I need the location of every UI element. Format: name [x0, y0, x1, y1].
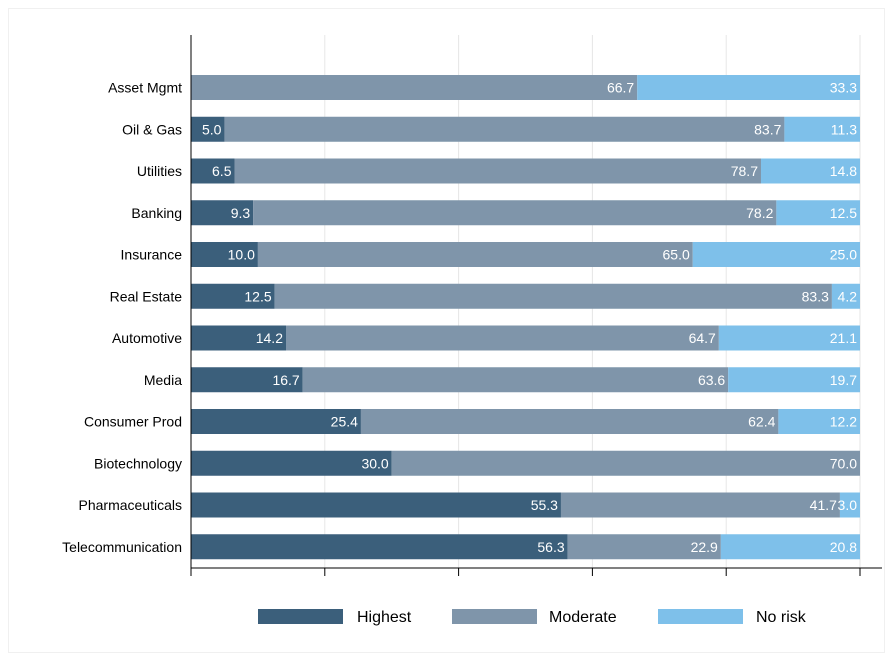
category-label: Consumer Prod [84, 414, 182, 430]
data-label: 55.3 [531, 497, 558, 513]
legend-swatch [452, 609, 537, 624]
bar-segment [285, 325, 719, 351]
data-label: 4.2 [838, 288, 858, 304]
data-label: 30.0 [361, 455, 388, 471]
chart-frame [8, 8, 885, 653]
data-label: 16.7 [272, 372, 299, 388]
data-label: 14.8 [830, 163, 857, 179]
bar-segment [718, 325, 860, 351]
bar-segment [360, 409, 779, 434]
data-label: 5.0 [202, 121, 222, 137]
bar-segment [637, 75, 860, 100]
data-label: 78.7 [731, 163, 758, 179]
bar-segment [391, 450, 860, 476]
bar-segment [191, 75, 638, 100]
bar-segment [567, 534, 721, 560]
category-label: Real Estate [110, 288, 183, 304]
data-label: 41.7 [810, 497, 837, 513]
bars [191, 75, 860, 560]
bar-segment [191, 158, 235, 184]
axes [190, 35, 882, 576]
bar-segment [720, 534, 860, 560]
category-label: Insurance [121, 247, 183, 263]
data-label: 12.2 [830, 414, 857, 430]
legend-swatch [258, 609, 343, 624]
data-label: 3.0 [838, 497, 858, 513]
data-label: 56.3 [537, 539, 564, 555]
data-label: 11.3 [831, 121, 857, 137]
bar-segment [302, 367, 729, 393]
data-label: 6.5 [212, 163, 232, 179]
data-label: 33.3 [830, 80, 857, 96]
data-label: 22.9 [691, 539, 718, 555]
data-label: 83.3 [802, 288, 829, 304]
category-label: Utilities [137, 163, 182, 179]
legend-label: Highest [357, 609, 412, 626]
data-label: 19.7 [830, 372, 857, 388]
data-label: 63.6 [698, 372, 725, 388]
data-label: 21.1 [830, 330, 857, 346]
bar-segment [234, 158, 761, 184]
data-label: 25.0 [830, 247, 857, 263]
data-label: 25.4 [331, 414, 358, 430]
bar-segment [274, 283, 832, 309]
data-label: 12.5 [244, 288, 271, 304]
legend-swatch [658, 609, 743, 624]
bar-segment [191, 409, 361, 434]
bar-segment [191, 283, 275, 309]
bar-segment [191, 534, 568, 560]
data-label: 14.2 [256, 330, 283, 346]
legend-label: No risk [756, 609, 807, 626]
category-label: Telecommunication [62, 539, 182, 555]
data-label: 9.3 [231, 205, 251, 221]
bar-segment [728, 367, 860, 393]
bar-segment [191, 367, 303, 393]
bar-segment [191, 242, 258, 267]
data-label: 70.0 [830, 455, 857, 471]
category-label: Asset Mgmt [108, 80, 182, 96]
bar-segment [776, 200, 860, 226]
bar-segment [760, 158, 860, 184]
data-label: 83.7 [754, 121, 781, 137]
data-label: 66.7 [607, 80, 634, 96]
category-label: Media [144, 372, 182, 388]
bar-segment [831, 283, 860, 309]
category-label: Oil & Gas [122, 121, 182, 137]
bar-segment [778, 409, 860, 434]
legend-label: Moderate [549, 609, 617, 626]
data-label: 64.7 [689, 330, 716, 346]
data-label: 20.8 [830, 539, 857, 555]
category-label: Banking [131, 205, 182, 221]
bar-segment [253, 200, 777, 226]
bar-segment [191, 450, 392, 476]
bar-segment [191, 325, 286, 351]
category-label: Pharmaceuticals [79, 497, 183, 513]
data-label: 78.2 [746, 205, 773, 221]
legend: Highest Moderate No risk [258, 609, 807, 626]
category-label: Biotechnology [94, 455, 182, 471]
bar-segment [560, 492, 840, 518]
data-label: 12.5 [830, 205, 857, 221]
bar-segment [224, 116, 785, 142]
bar-segment [839, 492, 860, 518]
bar-segment [257, 242, 693, 267]
bar-segment [191, 200, 254, 226]
data-label: 65.0 [663, 247, 690, 263]
data-label: 10.0 [228, 247, 255, 263]
bar-segment [191, 116, 225, 142]
bar-segment [692, 242, 860, 267]
bar-segment [191, 492, 561, 518]
data-label: 62.4 [748, 414, 775, 430]
data-labels: 66.7 33.3 5.0 83.7 11.3 6.5 78.7 14.8 9.3 78.2 12.… [202, 80, 857, 555]
bar-segment [784, 116, 860, 142]
category-label: Automotive [112, 330, 182, 346]
category-labels: Asset Mgmt Oil & Gas Utilities Banking Insur… [62, 80, 182, 555]
